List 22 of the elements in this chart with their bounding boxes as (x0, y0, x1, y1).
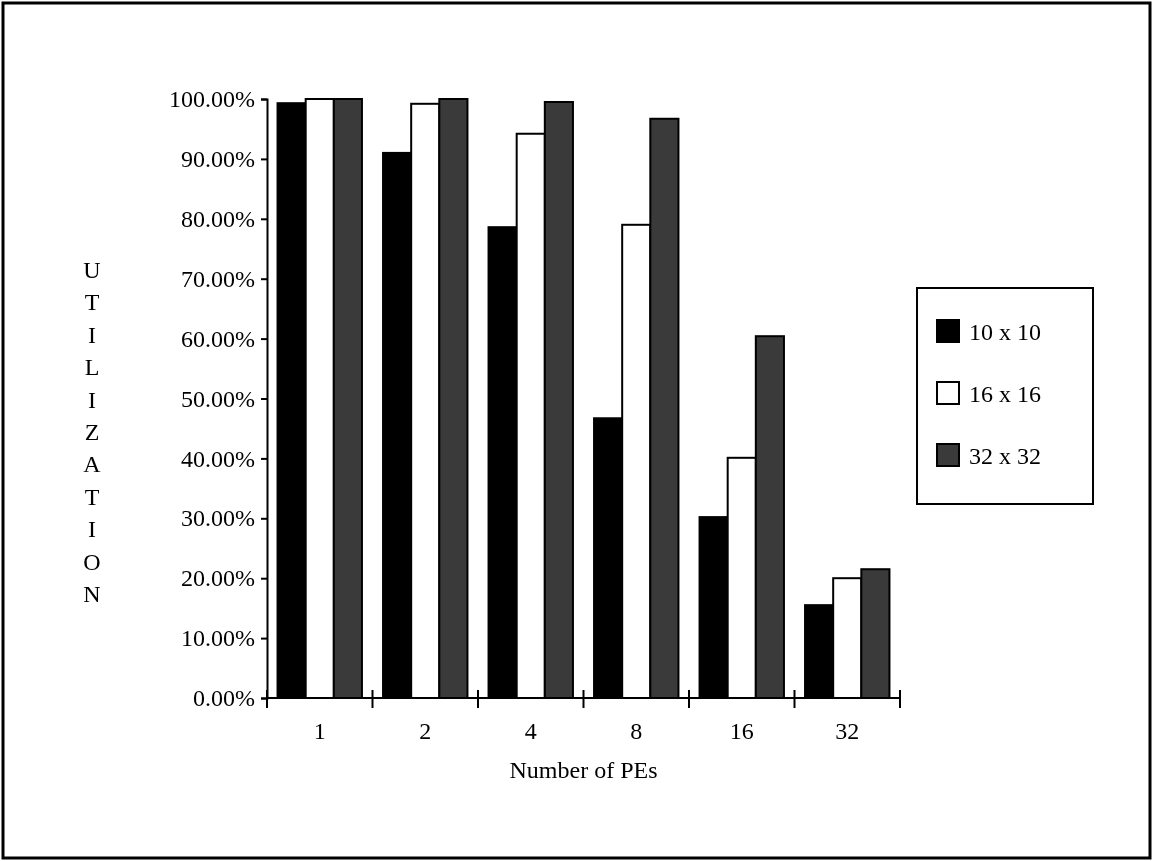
legend-label: 16 x 16 (969, 381, 1041, 407)
y-tick-label: 60.00% (181, 325, 255, 352)
text: UTILIZATION (83, 257, 101, 607)
x-tick-label: 1 (313, 718, 326, 745)
y-tick-label: 90.00% (181, 146, 255, 173)
y-tick-label: 20.00% (181, 565, 255, 592)
x-tick-label: 2 (419, 718, 432, 745)
y-tick-label: 40.00% (181, 445, 255, 472)
legend-label: 32 x 32 (969, 443, 1041, 469)
x-tick-label: 8 (630, 718, 643, 745)
legend-label: 10 x 10 (969, 319, 1041, 345)
y-tick-label: 80.00% (181, 205, 255, 232)
y-tick-label: 10.00% (181, 625, 255, 652)
y-tick-label: 50.00% (181, 385, 255, 412)
x-tick-label: 16 (729, 718, 754, 745)
y-tick-label: 0.00% (193, 685, 255, 712)
y-tick-label: 70.00% (181, 265, 255, 292)
x-tick-label: 32 (835, 718, 860, 745)
y-tick-label: 100.00% (169, 86, 255, 113)
x-tick-label: 4 (524, 718, 537, 745)
y-tick-label: 30.00% (181, 505, 255, 532)
x-axis-title: Number of PEs (509, 757, 658, 783)
